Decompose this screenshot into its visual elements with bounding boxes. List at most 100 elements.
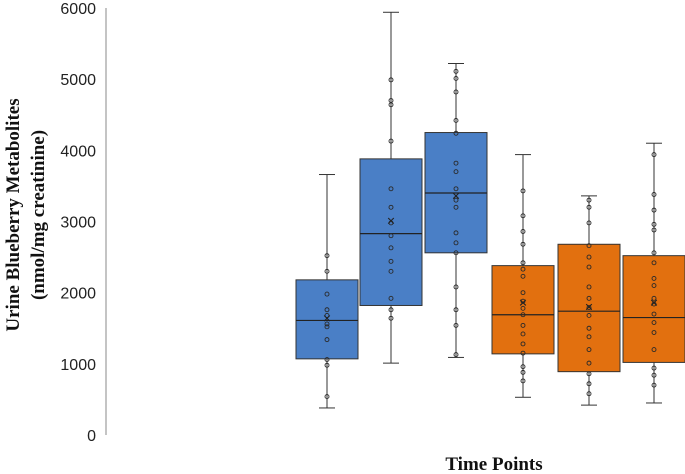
data-point: [586, 334, 592, 340]
data-point: [520, 213, 526, 219]
data-point: [651, 207, 657, 213]
data-point: [586, 312, 592, 318]
data-point: [453, 68, 459, 74]
data-point: [388, 77, 394, 83]
data-point: [453, 197, 459, 203]
data-point: [453, 250, 459, 256]
data-point: [453, 169, 459, 175]
data-point: [453, 204, 459, 210]
y-axis-title-line1: Urine Blueberry Metabolites: [3, 98, 24, 331]
y-tick-label: 0: [87, 428, 96, 445]
box-group: [557, 195, 621, 406]
data-point: [324, 291, 330, 297]
mean-marker: [387, 217, 395, 224]
data-point: [324, 253, 330, 259]
data-point: [520, 266, 526, 272]
x-axis-title: Time Points: [445, 454, 542, 474]
data-point: [388, 307, 394, 313]
data-point: [651, 311, 657, 317]
data-point: [388, 138, 394, 144]
data-point: [453, 160, 459, 166]
data-point: [586, 325, 592, 331]
box-group: [424, 63, 488, 358]
data-point: [586, 254, 592, 260]
y-tick-label: 1000: [60, 357, 96, 374]
data-point: [520, 260, 526, 266]
y-tick-label: 4000: [60, 143, 96, 160]
data-point: [520, 364, 526, 370]
data-point: [388, 258, 394, 264]
data-point: [453, 240, 459, 246]
data-point: [453, 307, 459, 313]
box-group: [622, 142, 685, 404]
data-point: [586, 264, 592, 270]
data-point: [520, 369, 526, 375]
data-point: [324, 362, 330, 368]
mean-marker: [519, 299, 527, 306]
data-point: [520, 290, 526, 296]
data-point: [520, 378, 526, 384]
y-tick-label: 6000: [60, 1, 96, 18]
data-point: [453, 322, 459, 328]
data-point: [651, 227, 657, 233]
box-iqr: [359, 158, 423, 306]
box-iqr: [622, 255, 685, 363]
data-point: [651, 382, 657, 388]
data-point: [324, 324, 330, 330]
data-point: [651, 250, 657, 256]
data-point: [324, 312, 330, 318]
data-point: [453, 230, 459, 236]
data-point: [453, 130, 459, 136]
data-point: [586, 295, 592, 301]
data-point: [520, 322, 526, 328]
data-point: [388, 315, 394, 321]
data-point: [586, 220, 592, 226]
y-axis-title-line2: (nmol/mg creatinine): [28, 130, 49, 300]
mean-marker: [650, 299, 658, 306]
data-point: [651, 295, 657, 301]
data-point: [520, 188, 526, 194]
box-iqr: [491, 265, 555, 355]
box-series: [295, 11, 685, 409]
data-point: [520, 241, 526, 247]
data-point: [453, 352, 459, 358]
data-point: [520, 305, 526, 311]
data-point: [586, 360, 592, 366]
data-point: [453, 76, 459, 81]
data-point: [388, 295, 394, 301]
data-point: [324, 394, 330, 400]
data-point: [324, 307, 330, 313]
data-point: [651, 330, 657, 335]
box-iqr: [557, 243, 621, 373]
data-point: [586, 305, 592, 311]
data-point: [520, 229, 526, 234]
data-point: [520, 273, 526, 279]
data-point: [651, 365, 657, 371]
data-point: [586, 381, 592, 387]
data-point: [520, 341, 526, 347]
data-point: [586, 391, 592, 397]
box-group: [491, 154, 555, 398]
data-point: [586, 197, 592, 203]
data-point: [388, 186, 394, 192]
data-point: [651, 152, 657, 158]
data-point: [520, 350, 526, 356]
data-point: [651, 320, 657, 326]
data-point: [651, 283, 657, 288]
y-axis-ticks: 0 1000 2000 3000 4000 5000 6000: [60, 1, 96, 445]
box-group: [295, 174, 359, 409]
data-point: [324, 321, 330, 327]
data-point: [651, 372, 657, 378]
mean-marker: [585, 303, 593, 311]
data-point: [651, 275, 657, 281]
data-point: [324, 268, 330, 274]
data-point: [388, 98, 394, 103]
data-point: [586, 284, 592, 290]
data-point: [388, 268, 394, 274]
data-point: [586, 347, 592, 353]
data-point: [388, 204, 394, 210]
y-tick-label: 2000: [60, 286, 96, 303]
data-point: [520, 312, 526, 318]
y-tick-label: 5000: [60, 72, 96, 89]
